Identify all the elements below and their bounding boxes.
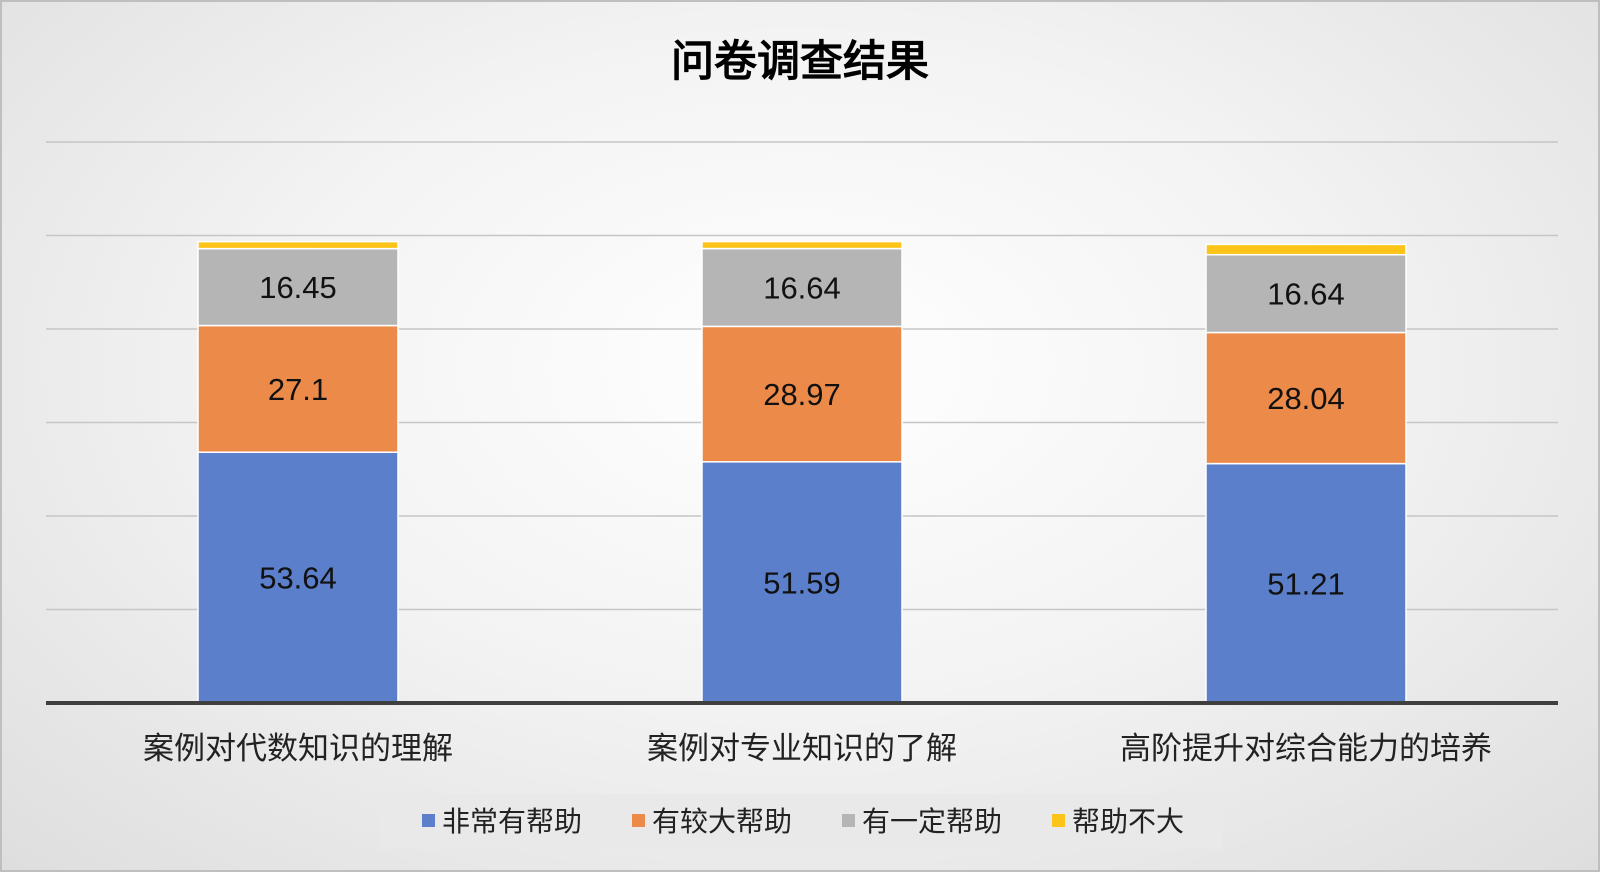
chart-title: 问卷调查结果	[671, 37, 929, 87]
bar-segment	[701, 240, 903, 250]
bar-segment	[1205, 331, 1407, 465]
legend: 非常有帮助 有较大帮助 有一定帮助 帮助不大	[422, 805, 1184, 838]
data-label: 53.64	[259, 561, 337, 596]
legend-swatch	[842, 814, 855, 827]
data-label: 28.04	[1267, 381, 1345, 416]
legend-label: 非常有帮助	[442, 805, 582, 838]
legend-swatch	[632, 814, 645, 827]
legend-swatch	[1052, 814, 1065, 827]
x-axis: 案例对代数知识的理解 案例对专业知识的了解 高阶提升对综合能力的培养	[46, 701, 1558, 767]
data-label: 51.21	[1267, 566, 1345, 601]
data-labels: 53.64 27.1 16.45 51.59 28.97 16.64 51.21 28.04 1…	[259, 270, 1345, 601]
bar-segment	[197, 240, 399, 250]
category-label: 案例对专业知识的了解	[647, 731, 957, 767]
legend-label: 有一定帮助	[862, 805, 1002, 838]
bar-segment	[1205, 253, 1407, 334]
data-label: 27.1	[268, 372, 328, 407]
data-label: 51.59	[763, 565, 841, 600]
bars	[197, 240, 1407, 704]
category-label: 案例对代数知识的理解	[143, 731, 453, 767]
bar-segment	[1205, 243, 1407, 256]
legend-background	[380, 794, 1222, 849]
bar-segment	[701, 325, 903, 463]
bar-segment	[197, 247, 399, 327]
data-label: 16.45	[259, 270, 337, 305]
legend-label: 帮助不大	[1072, 805, 1184, 838]
legend-label: 有较大帮助	[652, 805, 792, 838]
category-label: 高阶提升对综合能力的培养	[1120, 731, 1492, 767]
bar-segment	[197, 451, 399, 704]
data-label: 28.97	[763, 377, 841, 412]
data-label: 16.64	[1267, 277, 1345, 312]
bar-segment	[197, 324, 399, 453]
data-label: 16.64	[763, 270, 841, 305]
bar-segment	[701, 247, 903, 328]
legend-swatch	[422, 814, 435, 827]
